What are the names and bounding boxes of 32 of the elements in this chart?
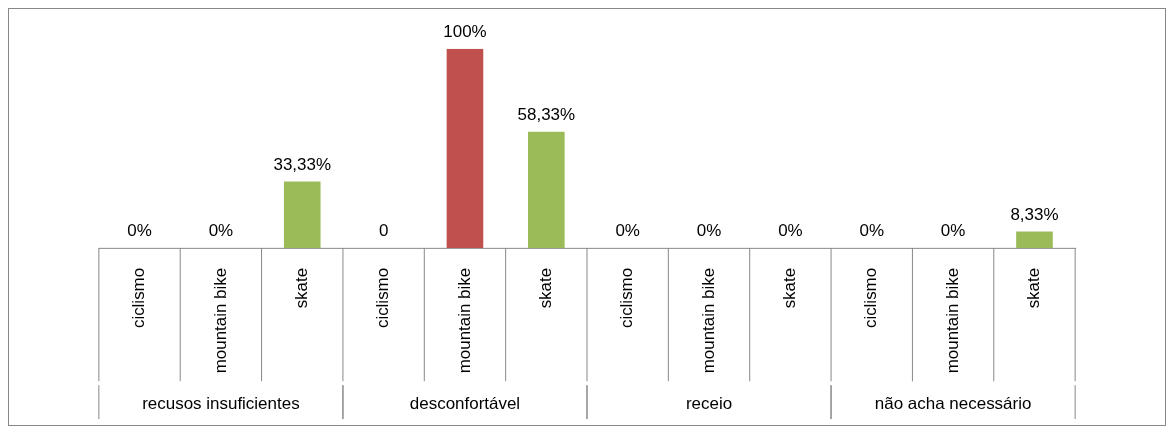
- data-label: 33,33%: [273, 154, 332, 174]
- x-tick-label: ciclismo: [373, 267, 393, 329]
- data-label: 58,33%: [517, 105, 576, 125]
- text: não acha necessário: [874, 394, 1032, 414]
- data-label: 0%: [615, 221, 640, 241]
- bar: [283, 181, 321, 249]
- x-tick-label: mountain bike: [210, 267, 230, 374]
- x-tick-label: mountain bike: [942, 267, 962, 374]
- data-label: 8,33%: [1010, 204, 1059, 224]
- text: receio: [685, 394, 733, 414]
- data-label: 0%: [859, 221, 885, 241]
- bar: [528, 131, 565, 249]
- data-label: 100%: [443, 22, 487, 42]
- bar: [1016, 231, 1053, 249]
- data-label: 0: [378, 221, 389, 241]
- data-label: 0%: [127, 221, 152, 241]
- text: desconfortável: [409, 394, 521, 414]
- data-label: 0%: [696, 221, 722, 241]
- text: recusos insuficientes: [142, 394, 300, 414]
- x-tick-label: mountain bike: [698, 267, 718, 374]
- x-tick-label: skate: [1024, 267, 1044, 309]
- x-tick-label: skate: [291, 267, 311, 309]
- x-tick-label: ciclismo: [617, 267, 637, 329]
- x-tick-label: mountain bike: [454, 267, 474, 374]
- x-tick-label: ciclismo: [861, 267, 881, 329]
- x-tick-label: skate: [780, 267, 800, 309]
- bar: [446, 48, 484, 249]
- data-label: 0%: [940, 221, 966, 241]
- data-label: 0%: [778, 221, 803, 241]
- data-label: 0%: [208, 221, 234, 241]
- x-tick-label: skate: [535, 267, 556, 309]
- x-tick-label: ciclismo: [129, 267, 149, 329]
